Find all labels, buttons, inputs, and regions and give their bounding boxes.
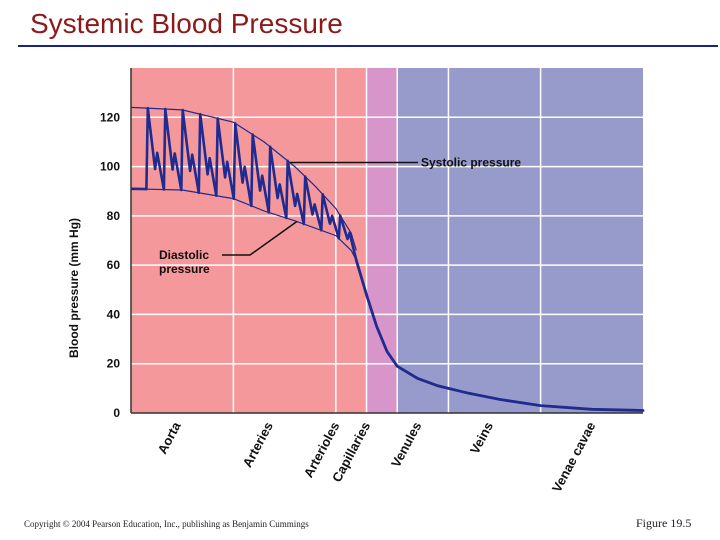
region-capillaries [366, 68, 398, 413]
title-divider [18, 45, 718, 47]
y-tick-labels: 0 20 40 60 80 100 120 [100, 110, 120, 420]
chart-regions [131, 68, 643, 413]
diastolic-pressure-label-line1: Diastolic [159, 248, 209, 262]
category-label-venules: Venules [388, 419, 424, 469]
y-tick-label-80: 80 [107, 209, 121, 223]
category-label-venae-cavae: Venae cavae [549, 419, 599, 494]
copyright-notice: Copyright © 2004 Pearson Education, Inc.… [24, 519, 309, 529]
region-venules [397, 68, 449, 413]
figure-number: Figure 19.5 [636, 516, 692, 530]
region-venae-cavae [540, 68, 643, 413]
y-tick-label-0: 0 [113, 406, 120, 420]
region-veins [448, 68, 541, 413]
y-tick-label-100: 100 [100, 160, 120, 174]
series-mean-pressure [354, 258, 645, 412]
region-arteries [233, 68, 336, 413]
y-axis-label: Blood pressure (mm Hg) [67, 218, 81, 358]
series-systolic-pressure [130, 106, 357, 251]
diastolic-leader-line [222, 220, 298, 256]
series-diastolic-pressure [130, 188, 357, 261]
y-tick-label-20: 20 [107, 357, 121, 371]
page-title: Systemic Blood Pressure [30, 8, 343, 39]
category-label-veins: Veins [467, 419, 496, 456]
category-label-aorta: Aorta [155, 419, 185, 457]
pulse-waveform [130, 106, 358, 261]
category-label-arteries: Arteries [240, 419, 276, 469]
systolic-pressure-label: Systolic pressure [421, 155, 521, 169]
diastolic-pressure-label-line2: pressure [159, 262, 210, 276]
chart-series [130, 106, 645, 412]
chart-axes [130, 68, 643, 414]
y-tick-label-120: 120 [100, 110, 120, 124]
y-tick-label-40: 40 [107, 307, 121, 321]
y-tick-label-60: 60 [107, 258, 121, 272]
